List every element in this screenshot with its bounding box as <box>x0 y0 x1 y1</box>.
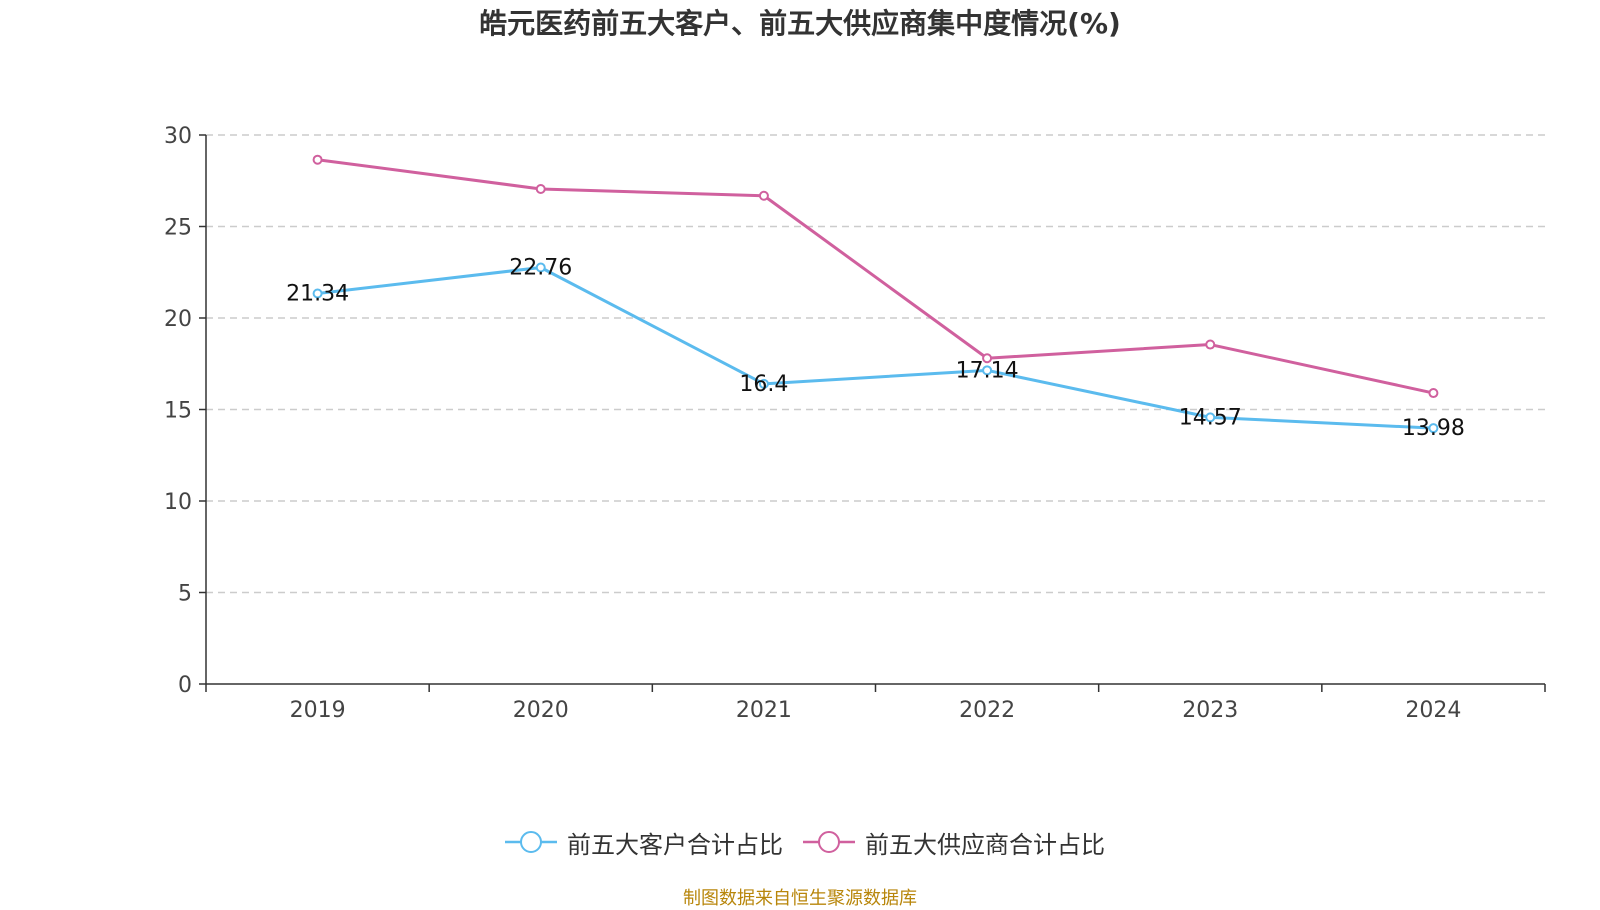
data-point <box>1205 412 1216 423</box>
legend-item-customers[interactable]: 前五大客户合计占比 <box>505 822 783 862</box>
y-tick-label: 25 <box>164 216 192 241</box>
y-tick-label: 30 <box>164 124 192 149</box>
legend-customers-label: 前五大客户合计占比 <box>567 830 783 859</box>
chart-title: 皓元医药前五大客户、前五大供应商集中度情况(%) <box>479 7 1121 40</box>
data-point <box>312 154 323 165</box>
legend-suppliers-label: 前五大供应商合计占比 <box>865 830 1105 859</box>
data-point <box>1428 388 1439 399</box>
axes: 0 5 10 15 20 25 30 2019 2020 2021 2022 2023 2024 <box>164 124 1546 723</box>
y-tick-label: 0 <box>178 673 192 698</box>
source-note: 制图数据来自恒生聚源数据库 <box>683 888 917 909</box>
x-tick-label: 2022 <box>959 698 1015 723</box>
series <box>312 154 1439 434</box>
data-point <box>535 262 546 273</box>
y-tick-label: 15 <box>164 399 192 424</box>
data-point <box>758 378 769 389</box>
data-label: 21.34 <box>286 281 349 306</box>
data-point <box>535 183 546 194</box>
x-tick-label: 2021 <box>736 698 792 723</box>
y-tick-label: 10 <box>164 490 192 515</box>
y-tick-label: 20 <box>164 307 192 332</box>
data-label: 16.4 <box>739 372 788 397</box>
data-point <box>758 190 769 201</box>
legend-suppliers-icon <box>803 831 855 853</box>
x-tick-label: 2023 <box>1182 698 1238 723</box>
data-point <box>312 288 323 299</box>
x-tick-label: 2024 <box>1405 698 1461 723</box>
series-line-suppliers <box>317 158 1434 395</box>
data-point <box>1205 339 1216 350</box>
data-labels: 21.34 22.76 16.4 17.14 14.57 13.98 <box>286 255 1465 441</box>
data-label: 22.76 <box>509 255 572 280</box>
x-tick-label: 2019 <box>290 698 346 723</box>
data-point <box>982 353 993 364</box>
data-point <box>1428 423 1439 434</box>
data-point <box>982 365 993 376</box>
data-label: 14.57 <box>1179 405 1242 430</box>
legend-customers-icon <box>505 831 557 853</box>
data-label: 17.14 <box>956 358 1019 383</box>
series-line-customers <box>317 265 1434 430</box>
x-tick-label: 2020 <box>513 698 569 723</box>
grid-lines <box>206 134 1545 594</box>
data-label: 13.98 <box>1402 416 1465 441</box>
legend-item-suppliers[interactable]: 前五大供应商合计占比 <box>803 822 1105 862</box>
y-tick-label: 5 <box>178 582 192 607</box>
